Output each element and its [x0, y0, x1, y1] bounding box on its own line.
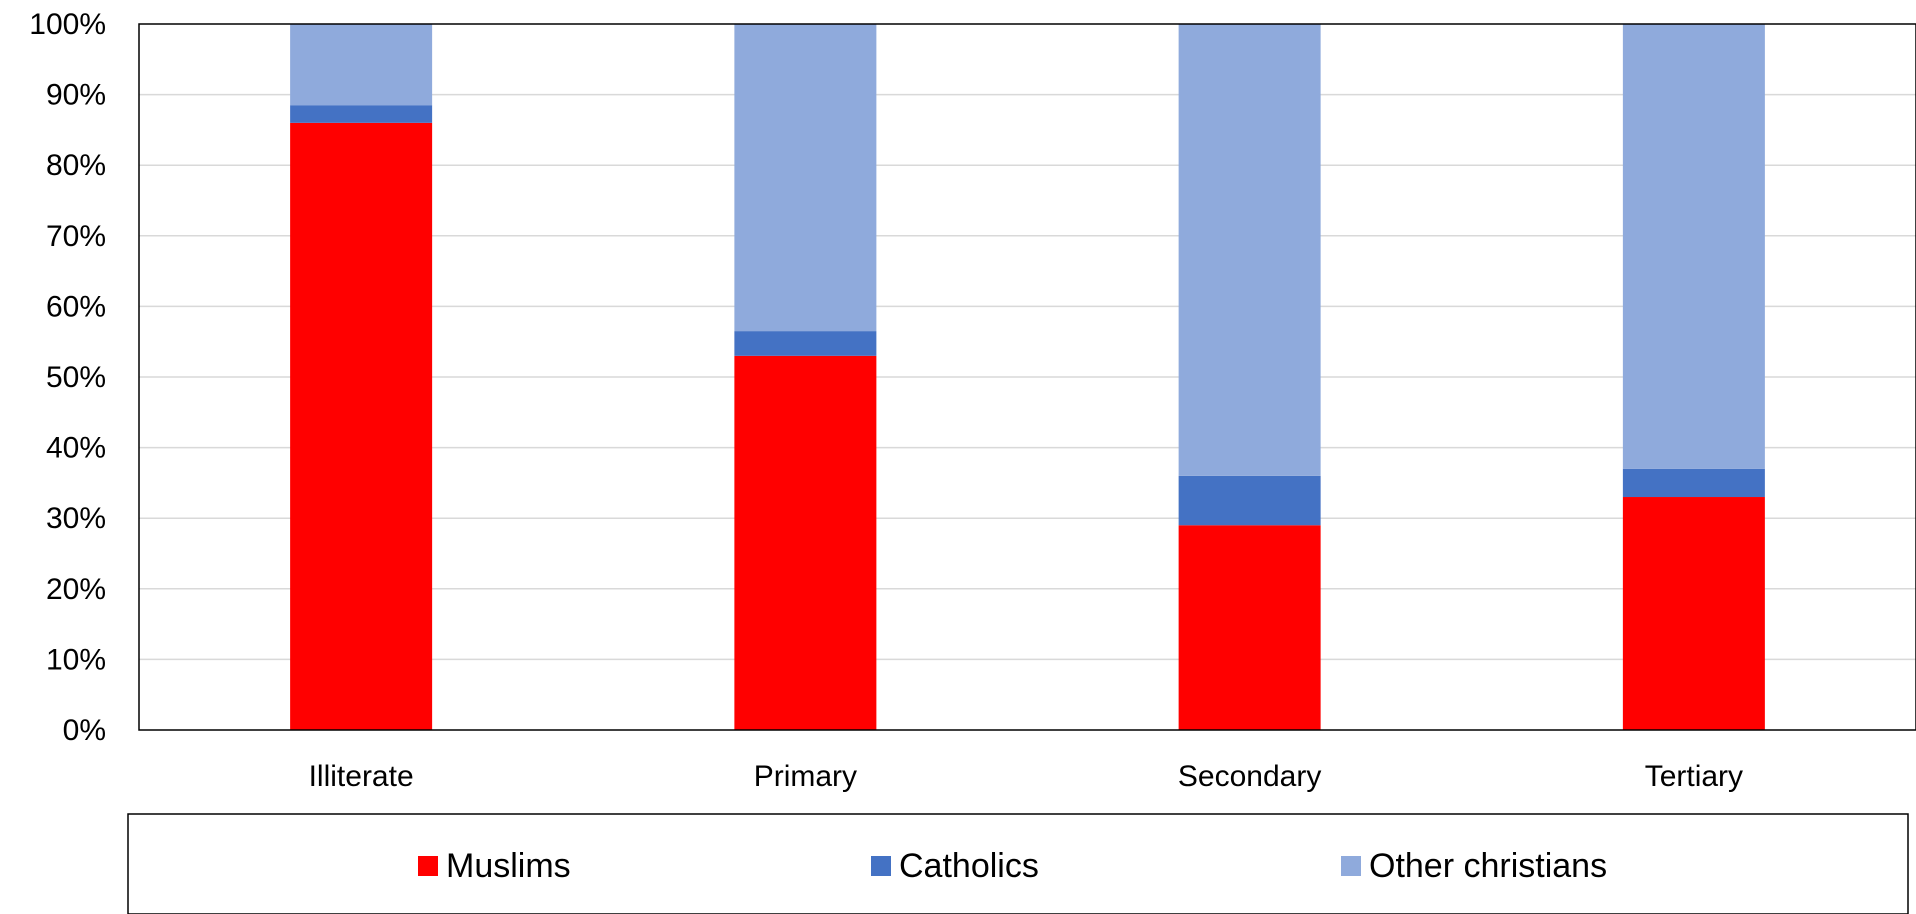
y-tick-label: 40%: [46, 432, 106, 465]
x-tick-label: Illiterate: [309, 760, 414, 793]
x-tick-label: Primary: [754, 760, 857, 793]
x-tick-label: Secondary: [1178, 760, 1321, 793]
bar-segment: [734, 355, 877, 730]
y-tick-label: 20%: [46, 573, 106, 606]
x-axis-tick-labels: Illiterate Primary Secondary Tertiary: [309, 760, 1743, 793]
bar-segment: [1622, 24, 1765, 469]
axes: [138, 23, 1916, 731]
y-tick-label: 10%: [46, 643, 106, 676]
gridlines: [139, 93, 1916, 661]
legend-label: Muslims: [446, 847, 571, 885]
legend-swatch: [871, 856, 891, 876]
x-tick-label: Tertiary: [1645, 760, 1743, 793]
y-tick-label: 70%: [46, 220, 106, 253]
y-tick-label: 60%: [46, 290, 106, 323]
y-tick-label: 80%: [46, 149, 106, 182]
legend-label: Catholics: [899, 847, 1039, 885]
bar-segment: [1178, 475, 1321, 526]
bar-segment: [1622, 497, 1765, 730]
y-tick-label: 0%: [63, 714, 106, 747]
bar-segment: [1178, 525, 1321, 730]
y-tick-label: 90%: [46, 79, 106, 112]
bar-segment: [734, 24, 877, 332]
plot-area-border: [138, 23, 1916, 731]
y-axis-tick-labels: 0% 10% 20% 30% 40% 50% 60% 70% 80% 90% 100%: [29, 8, 106, 747]
bar-segment: [290, 24, 433, 106]
legend-label: Other christians: [1369, 847, 1607, 885]
legend-swatch: [418, 856, 438, 876]
y-tick-label: 100%: [29, 8, 106, 41]
legend-swatch: [1341, 856, 1361, 876]
bar-segment: [290, 122, 433, 731]
bar-segment: [290, 105, 433, 123]
legend: Muslims Catholics Other christians: [127, 813, 1909, 914]
bar-segment: [1178, 24, 1321, 476]
bar-segment: [1622, 468, 1765, 498]
y-tick-label: 50%: [46, 361, 106, 394]
bar-segment: [734, 331, 877, 356]
bars: [290, 24, 1765, 731]
y-tick-label: 30%: [46, 502, 106, 535]
